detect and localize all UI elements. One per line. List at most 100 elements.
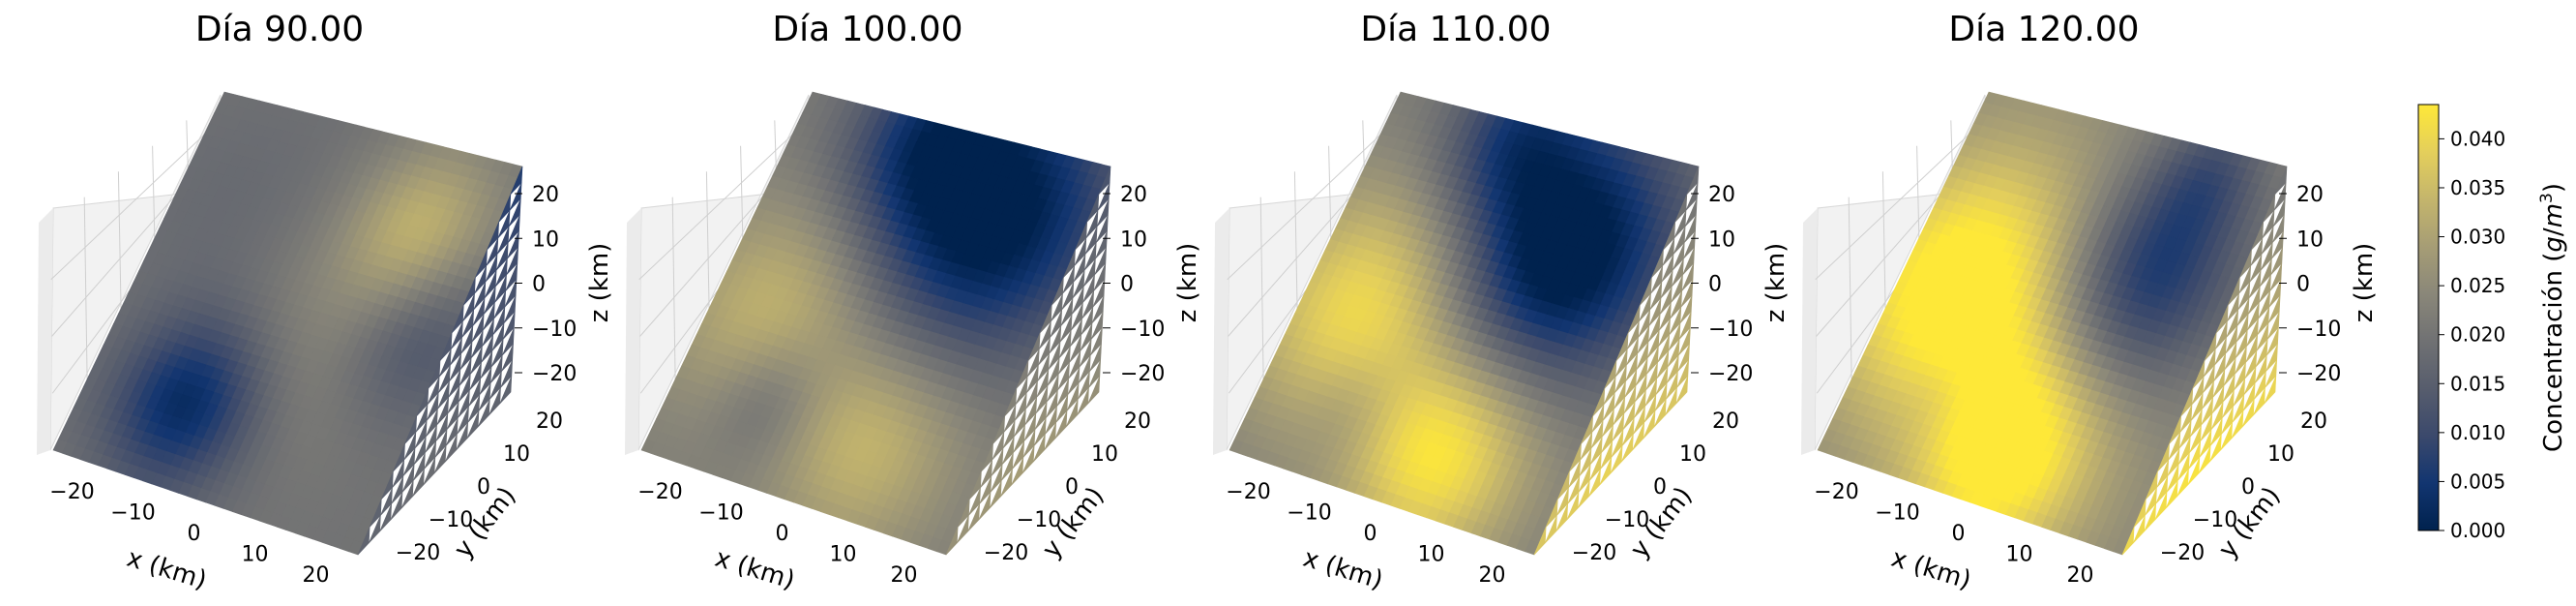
z-tick-label: 10 <box>532 227 559 252</box>
y-tick-label: 0 <box>2241 475 2255 500</box>
side-face <box>945 166 1111 556</box>
z-axis-label: z (km) <box>1173 243 1202 323</box>
y-tick-label: 10 <box>1679 442 1706 467</box>
x-axis-label: x (km) <box>1300 544 1386 595</box>
y-tick-label: −10 <box>2193 508 2237 532</box>
x-axis-label: x (km) <box>1888 544 1974 595</box>
colorbar-gradient <box>2417 104 2440 531</box>
z-axis: 20 10 0 −10 −20 z (km) <box>515 183 614 386</box>
y-tick-label: 0 <box>1065 475 1079 500</box>
z-tick-label: −20 <box>2296 362 2341 386</box>
y-tick-label: 20 <box>2300 409 2327 434</box>
side-face <box>1533 166 1700 556</box>
y-tick-label: 20 <box>1124 409 1151 434</box>
z-axis: 20 10 0 −10 −20 z (km) <box>1691 183 1791 386</box>
side-face <box>357 166 523 556</box>
z-tick-label: −10 <box>1708 318 1753 342</box>
z-tick-label: 20 <box>2296 183 2324 207</box>
concentration-surface <box>52 91 523 556</box>
z-tick-label: −20 <box>532 362 577 386</box>
y-tick-label: 0 <box>1653 475 1667 500</box>
colorbar-tick-label: 0.025 <box>2450 274 2505 297</box>
x-tick-label: −10 <box>1287 500 1331 525</box>
z-tick-label: 10 <box>1708 227 1735 252</box>
x-tick-label: 20 <box>891 563 918 588</box>
colorbar-tick-label: 0.000 <box>2450 519 2505 542</box>
colorbar-tick-label: 0.020 <box>2450 323 2505 347</box>
z-tick-label: 20 <box>1708 183 1735 207</box>
x-tick-label: 10 <box>1418 543 1445 567</box>
z-axis-label: z (km) <box>585 243 614 323</box>
y-tick-label: 20 <box>536 409 563 434</box>
z-tick-label: 20 <box>532 183 559 207</box>
z-tick-label: −20 <box>1708 362 1753 386</box>
panel-title: Día 90.00 <box>195 10 364 49</box>
panel-title: Día 110.00 <box>1360 10 1551 49</box>
y-tick-label: 0 <box>477 475 490 500</box>
y-tick-label: −20 <box>984 541 1028 565</box>
y-tick-label: 10 <box>2267 442 2295 467</box>
colorbar-ticks: 0.000 0.005 0.010 0.015 0.020 0.025 0.030 0.035… <box>2439 127 2505 542</box>
x-tick-label: −10 <box>1875 500 1919 525</box>
x-tick-label: 10 <box>242 543 269 567</box>
colorbar-tick-label: 0.035 <box>2450 176 2505 199</box>
y-tick-label: −10 <box>1605 508 1649 532</box>
y-tick-label: 10 <box>503 442 530 467</box>
colorbar-tick-label: 0.030 <box>2450 226 2505 249</box>
x-tick-label: 10 <box>2006 543 2033 567</box>
z-tick-label: 0 <box>2296 273 2310 297</box>
z-tick-label: 20 <box>1120 183 1147 207</box>
x-tick-label: −20 <box>49 480 94 504</box>
z-tick-label: 0 <box>532 273 546 297</box>
z-tick-label: 10 <box>2296 227 2324 252</box>
z-tick-label: 10 <box>1120 227 1147 252</box>
y-tick-label: −10 <box>429 508 473 532</box>
x-tick-label: −20 <box>1226 480 1270 504</box>
y-tick-label: 20 <box>1712 409 1739 434</box>
x-tick-label: 0 <box>188 522 201 546</box>
x-tick-label: −20 <box>1814 480 1858 504</box>
x-tick-label: −10 <box>698 500 743 525</box>
x-tick-label: 10 <box>830 543 857 567</box>
z-tick-label: −10 <box>2296 318 2341 342</box>
colorbar-tick-label: 0.040 <box>2450 127 2505 150</box>
z-tick-label: 0 <box>1708 273 1722 297</box>
z-axis-label: z (km) <box>1762 243 1791 323</box>
z-tick-label: 0 <box>1120 273 1134 297</box>
z-tick-label: −20 <box>1120 362 1165 386</box>
y-tick-label: −20 <box>2160 541 2205 565</box>
x-tick-label: −10 <box>110 500 155 525</box>
y-tick-label: −10 <box>1017 508 1061 532</box>
z-tick-label: −10 <box>532 318 577 342</box>
colorbar-tick-label: 0.010 <box>2450 421 2505 444</box>
y-tick-label: −20 <box>396 541 440 565</box>
x-tick-label: 20 <box>2067 563 2094 588</box>
z-tick-label: −10 <box>1120 318 1165 342</box>
x-tick-label: 0 <box>1364 522 1377 546</box>
concentration-surface <box>1817 91 2288 556</box>
y-tick-label: −20 <box>1572 541 1616 565</box>
x-tick-label: 20 <box>303 563 330 588</box>
colorbar-tick-label: 0.005 <box>2450 470 2505 493</box>
x-tick-label: 0 <box>1952 522 1966 546</box>
concentration-surface <box>1229 91 1700 556</box>
colorbar-tick-label: 0.015 <box>2450 372 2505 395</box>
panel-title: Día 120.00 <box>1948 10 2139 49</box>
z-axis: 20 10 0 −10 −20 z (km) <box>1103 183 1202 386</box>
x-axis-label: x (km) <box>124 544 210 595</box>
z-axis-label: z (km) <box>2350 243 2379 323</box>
x-tick-label: 0 <box>776 522 789 546</box>
colorbar-label: Concentración (g/m3) <box>2537 183 2568 452</box>
side-face <box>2121 166 2288 556</box>
concentration-surface <box>640 91 1111 556</box>
panel-title: Día 100.00 <box>772 10 962 49</box>
x-tick-label: −20 <box>637 480 682 504</box>
y-tick-label: 10 <box>1091 442 1118 467</box>
z-axis: 20 10 0 −10 −20 z (km) <box>2279 183 2379 386</box>
x-tick-label: 20 <box>1479 563 1506 588</box>
